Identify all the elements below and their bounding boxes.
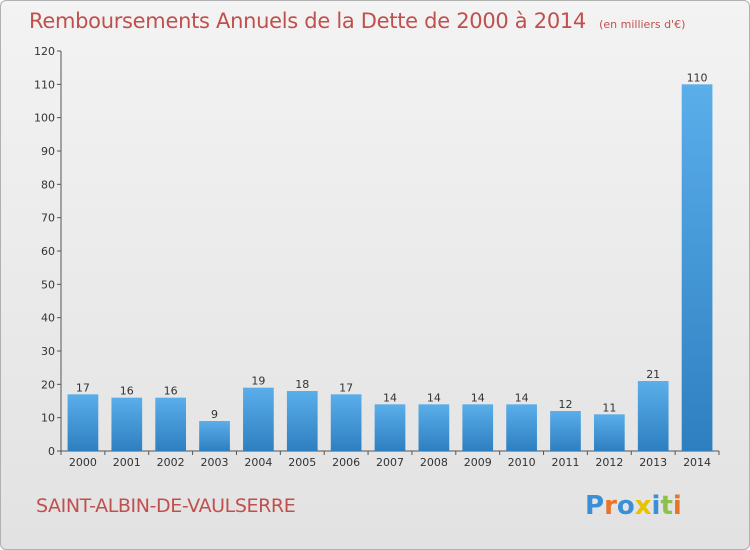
bar-value-label: 17 [339, 381, 353, 394]
logo-letter: i [672, 491, 682, 521]
x-tick-label: 2005 [288, 456, 316, 469]
x-tick-label: 2014 [683, 456, 711, 469]
x-tick-label: 2009 [464, 456, 492, 469]
y-tick-label: 60 [41, 245, 55, 258]
bar-value-label: 18 [295, 378, 309, 391]
bar [374, 404, 406, 451]
bar-value-label: 12 [558, 398, 572, 411]
bar-value-label: 110 [687, 71, 708, 84]
y-tick-label: 90 [41, 145, 55, 158]
chart-subtitle: (en milliers d'€) [599, 18, 686, 31]
bar-value-label: 9 [211, 408, 218, 421]
y-tick-label: 70 [41, 212, 55, 225]
x-tick-label: 2008 [420, 456, 448, 469]
bar [111, 397, 143, 451]
y-tick-label: 0 [48, 445, 55, 458]
logo-letter: r [604, 491, 617, 521]
bar [243, 387, 274, 451]
bar [550, 411, 581, 451]
bar [330, 394, 362, 451]
y-tick-label: 80 [41, 178, 55, 191]
x-tick-label: 2004 [244, 456, 272, 469]
y-tick-label: 20 [41, 378, 55, 391]
y-tick-label: 100 [34, 112, 55, 125]
x-tick-label: 2007 [376, 456, 404, 469]
bar-value-label: 14 [427, 391, 441, 404]
bar [506, 404, 537, 451]
y-tick-label: 30 [41, 345, 55, 358]
logo-letter: x [634, 491, 652, 521]
proxiti-logo: Proxiti [585, 491, 682, 521]
bar [199, 421, 230, 451]
logo-letter: o [616, 491, 635, 521]
bar-value-label: 16 [120, 385, 134, 398]
y-tick-label: 50 [41, 278, 55, 291]
x-tick-label: 2011 [551, 456, 579, 469]
x-tick-label: 2006 [332, 456, 360, 469]
logo-letter: i [651, 491, 661, 521]
bar [155, 397, 187, 451]
bar-value-label: 17 [76, 381, 90, 394]
y-tick-label: 10 [41, 412, 55, 425]
bar [681, 84, 713, 451]
bar [418, 404, 450, 451]
bar-value-label: 19 [251, 375, 265, 388]
bar [286, 391, 318, 451]
bar [462, 404, 494, 451]
x-tick-label: 2012 [595, 456, 623, 469]
bar-value-label: 14 [515, 391, 529, 404]
logo-letter: t [660, 491, 673, 521]
bar-value-label: 11 [602, 401, 616, 414]
bar-value-label: 14 [471, 391, 485, 404]
title-row: Remboursements Annuels de la Dette de 20… [29, 9, 685, 33]
commune-name: SAINT-ALBIN-DE-VAULSERRE [36, 495, 296, 517]
y-tick-label: 120 [34, 45, 55, 58]
bar [593, 414, 625, 451]
x-tick-label: 2000 [69, 456, 97, 469]
x-tick-label: 2001 [113, 456, 141, 469]
bar-value-label: 14 [383, 391, 397, 404]
bar-value-label: 21 [646, 368, 660, 381]
bar [637, 381, 669, 451]
x-tick-label: 2003 [201, 456, 229, 469]
x-tick-label: 2013 [639, 456, 667, 469]
x-tick-label: 2002 [157, 456, 185, 469]
y-tick-label: 40 [41, 312, 55, 325]
bar [67, 394, 99, 451]
y-tick-label: 110 [34, 78, 55, 91]
bar-value-label: 16 [164, 385, 178, 398]
x-tick-label: 2010 [508, 456, 536, 469]
logo-letter: P [585, 491, 605, 521]
chart-title: Remboursements Annuels de la Dette de 20… [29, 9, 586, 33]
